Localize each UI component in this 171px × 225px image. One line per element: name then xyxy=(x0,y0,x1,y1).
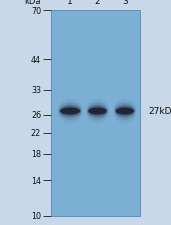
Ellipse shape xyxy=(59,105,81,118)
Text: 26: 26 xyxy=(31,111,41,120)
Ellipse shape xyxy=(60,108,80,115)
Ellipse shape xyxy=(60,107,80,116)
Text: 14: 14 xyxy=(31,176,41,185)
Ellipse shape xyxy=(87,103,108,120)
Ellipse shape xyxy=(88,107,107,116)
Bar xyxy=(51,11,140,216)
Text: 1: 1 xyxy=(67,0,73,6)
Text: 10: 10 xyxy=(31,212,41,220)
Text: 3: 3 xyxy=(122,0,128,6)
Text: 22: 22 xyxy=(31,128,41,137)
Ellipse shape xyxy=(86,99,109,124)
Text: 2: 2 xyxy=(95,0,100,6)
Ellipse shape xyxy=(114,103,136,120)
Ellipse shape xyxy=(58,103,82,120)
Text: 27kDa: 27kDa xyxy=(149,107,171,116)
Text: 33: 33 xyxy=(31,86,41,95)
Ellipse shape xyxy=(87,105,108,118)
Ellipse shape xyxy=(113,99,136,124)
Text: kDa: kDa xyxy=(25,0,41,6)
Ellipse shape xyxy=(116,108,134,115)
Ellipse shape xyxy=(115,105,135,118)
Text: 70: 70 xyxy=(31,7,41,16)
Ellipse shape xyxy=(115,107,134,116)
Text: 44: 44 xyxy=(31,56,41,65)
Ellipse shape xyxy=(57,99,83,124)
Text: 18: 18 xyxy=(31,150,41,159)
Ellipse shape xyxy=(88,108,106,115)
